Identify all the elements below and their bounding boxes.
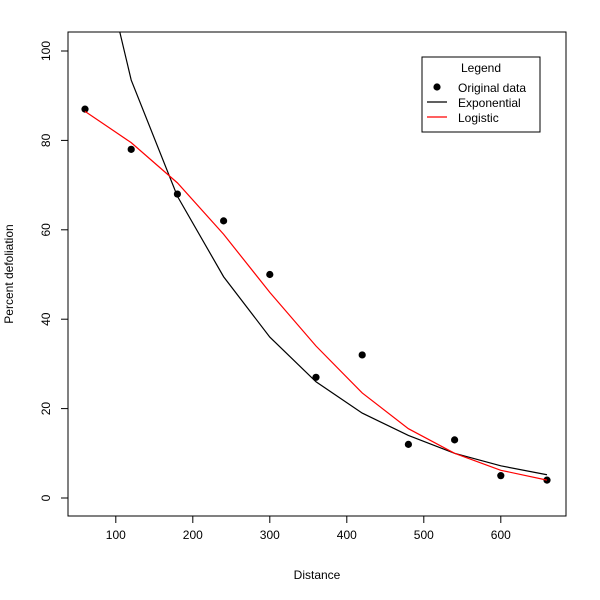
legend-box	[421, 56, 541, 133]
data-point	[358, 351, 366, 359]
exponential-line	[119, 32, 548, 476]
y-tick-label: 60	[39, 223, 53, 237]
y-tick-label: 20	[39, 402, 53, 416]
y-axis-title: Percent defoliation	[2, 224, 16, 323]
x-tick-label: 200	[183, 528, 203, 542]
x-tick-label: 100	[106, 528, 126, 542]
y-axis: 0 20 40 60 80 100	[39, 41, 68, 501]
data-point	[404, 440, 412, 448]
data-point	[312, 373, 320, 381]
data-point	[127, 145, 135, 153]
data-point	[451, 436, 459, 444]
y-tick-label: 80	[39, 133, 53, 147]
logistic-line	[84, 110, 548, 481]
data-point	[220, 217, 228, 225]
x-tick-label: 400	[337, 528, 357, 542]
x-axis: 100 200 300 400 500 600	[106, 516, 511, 542]
series-layer	[81, 32, 551, 484]
x-axis-title: Distance	[294, 568, 341, 582]
y-tick-label: 100	[39, 41, 53, 61]
x-tick-label: 600	[491, 528, 511, 542]
legend-label: Original data	[458, 81, 526, 95]
y-tick-label: 0	[39, 494, 53, 501]
data-point	[81, 105, 89, 113]
data-point	[266, 270, 274, 279]
data-point	[497, 472, 505, 480]
y-tick-label: 40	[39, 312, 53, 326]
plot-frame	[67, 31, 567, 517]
legend-point-symbol	[433, 83, 441, 91]
legend-label: Logistic	[458, 111, 499, 125]
x-tick-label: 300	[260, 528, 280, 542]
x-tick-label: 500	[414, 528, 434, 542]
legend-label: Exponential	[458, 96, 521, 110]
legend-title: Legend	[461, 61, 501, 75]
